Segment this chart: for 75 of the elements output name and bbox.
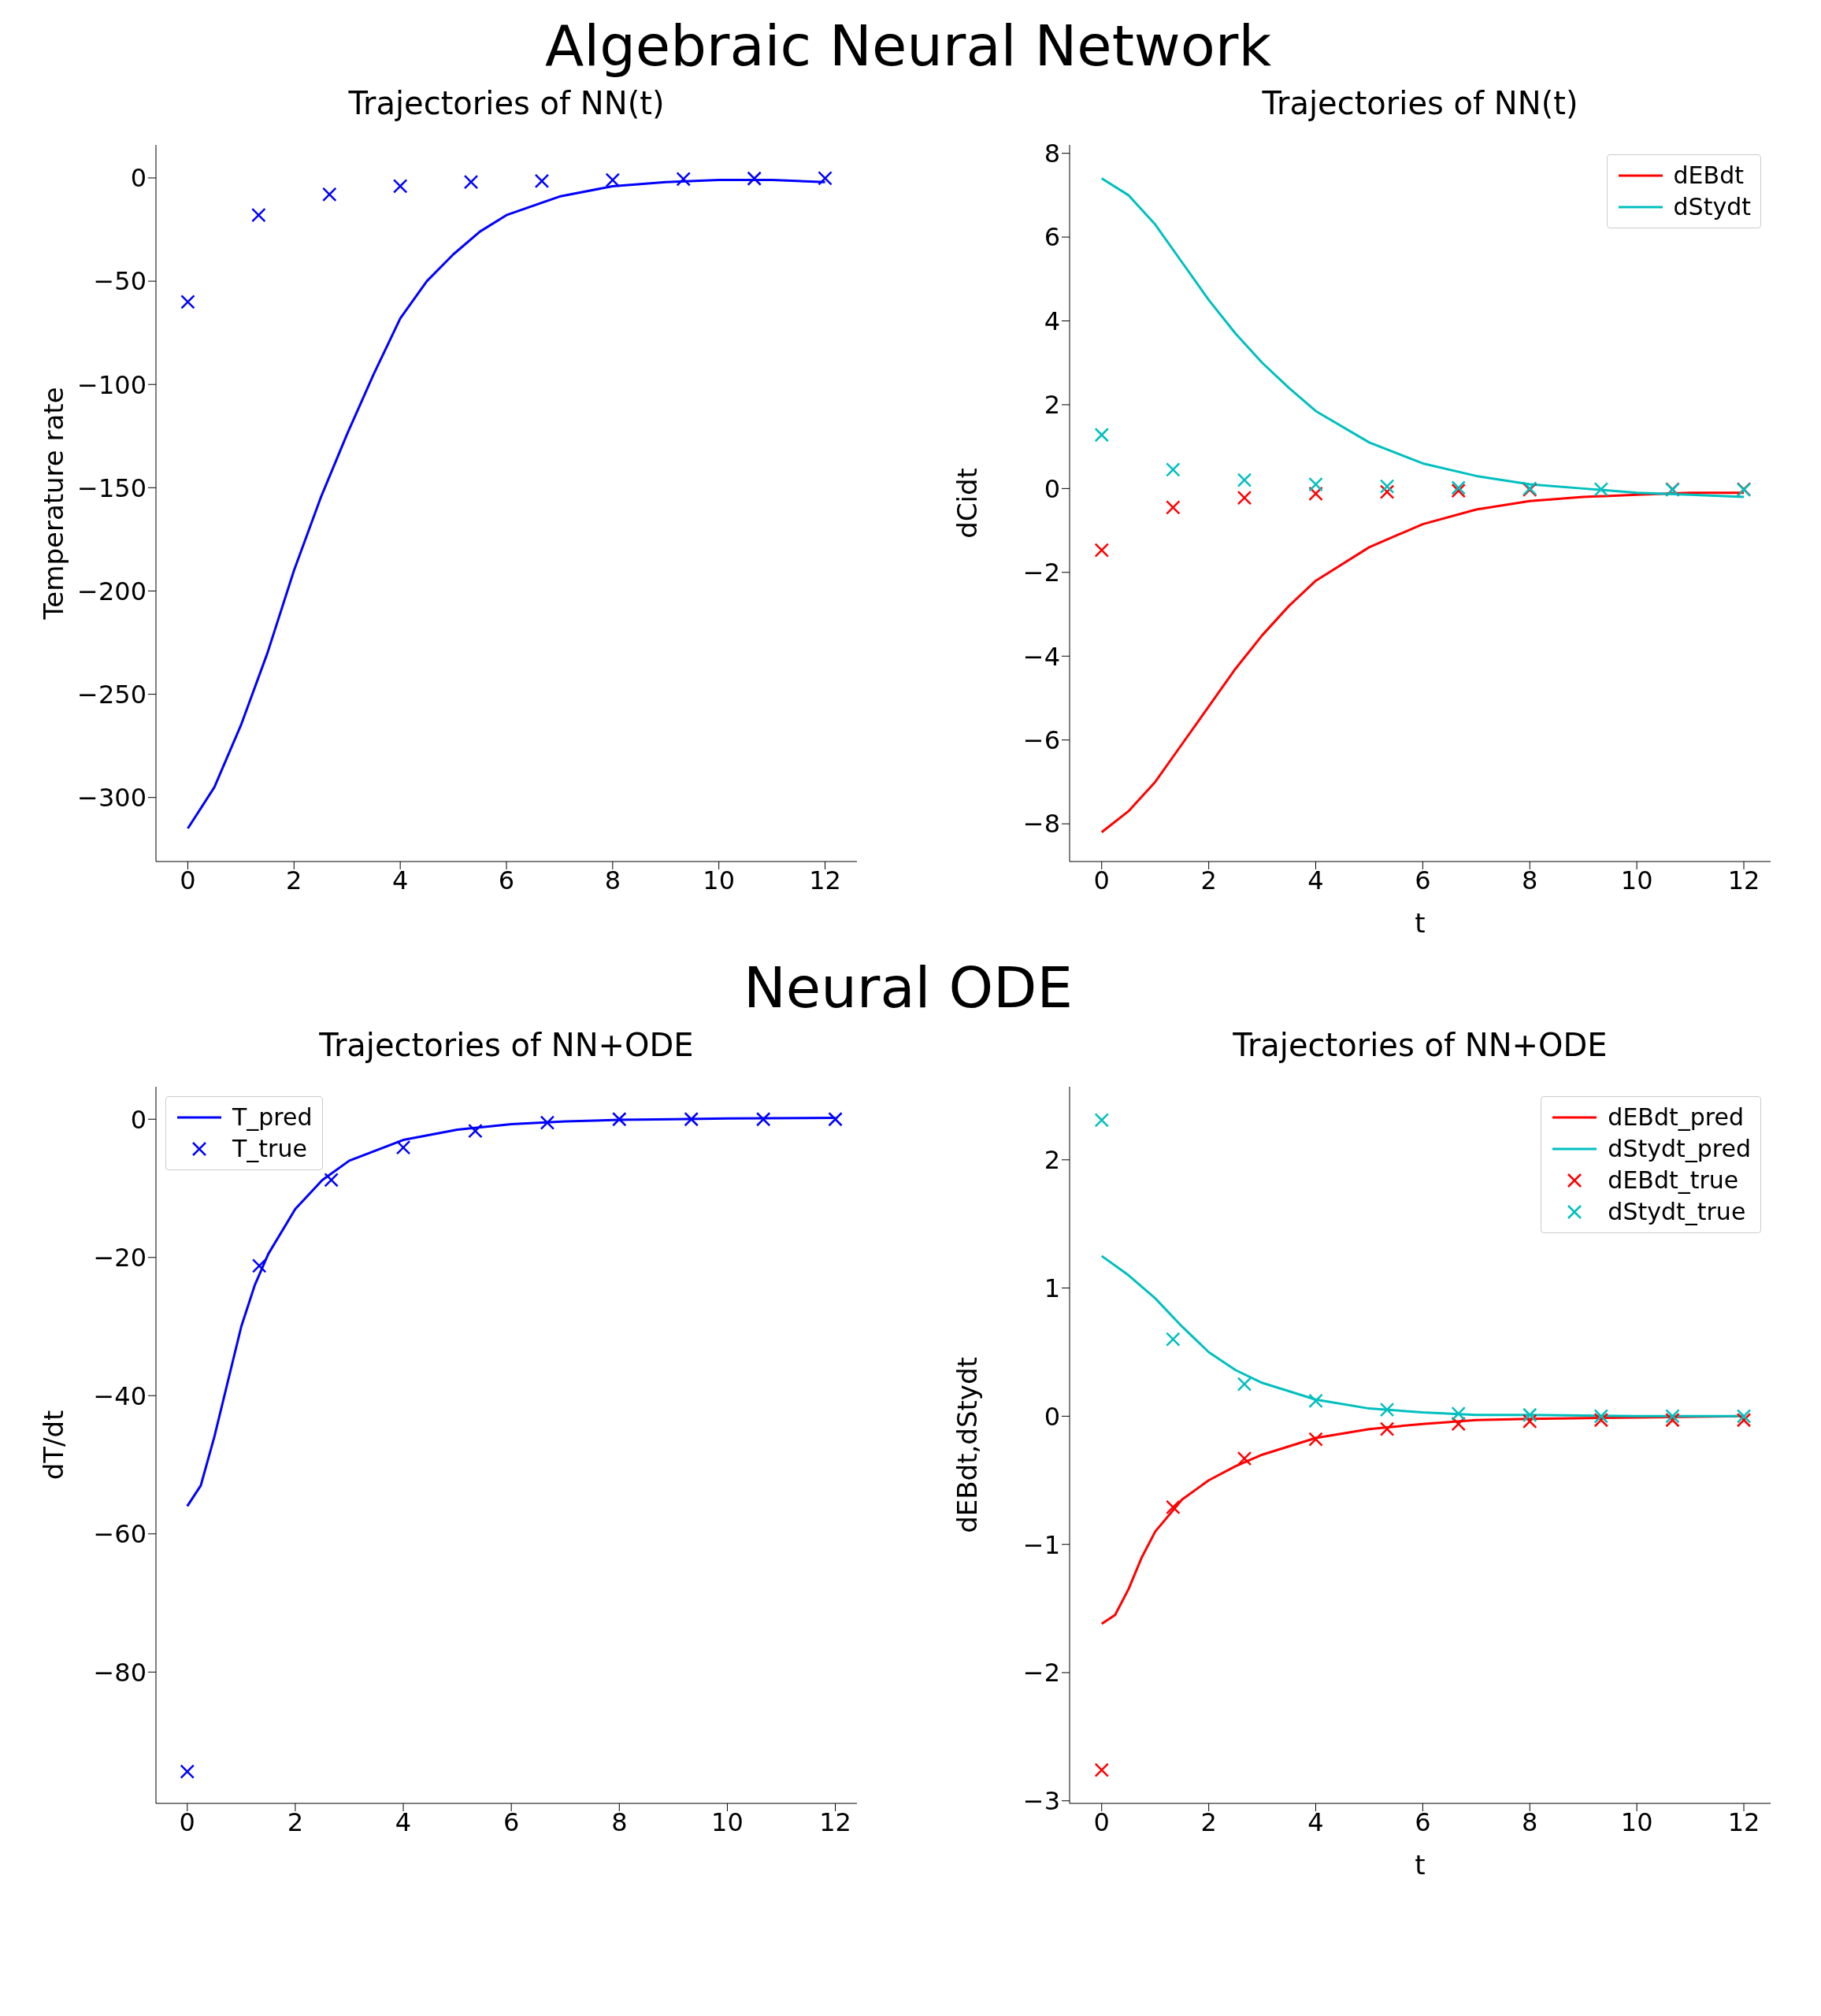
y-tick-label: −250 — [77, 679, 146, 710]
x-tick-label: 4 — [395, 1807, 412, 1837]
x-tick-label: 8 — [1522, 865, 1538, 895]
x-tick-label: 6 — [1415, 1807, 1431, 1837]
x-tick-label: 2 — [286, 865, 302, 895]
y-tick-label: −20 — [93, 1243, 146, 1273]
y-tick-label: 4 — [1044, 306, 1060, 336]
x-axis-title: t — [1415, 1849, 1426, 1881]
y-axis-title: dEBdt,dStydt — [951, 1357, 984, 1533]
text: Neural ODE — [743, 954, 1073, 1021]
y-tick-label: −4 — [1022, 641, 1060, 672]
legend-label: T_true — [232, 1134, 307, 1164]
x-tick-label: 0 — [180, 865, 196, 895]
y-tick-label: −2 — [1022, 558, 1060, 588]
x-tick-label: 12 — [809, 865, 841, 895]
x-tick-label: 10 — [1620, 1807, 1653, 1837]
y-tick-label: 2 — [1044, 1145, 1060, 1176]
y-tick-label: 6 — [1044, 222, 1060, 253]
x-tick-label: 4 — [391, 865, 409, 895]
text: Algebraic Neural Network — [544, 13, 1272, 79]
legend-label: T_pred — [232, 1102, 313, 1132]
x-tick-label: 0 — [1093, 865, 1110, 895]
y-tick-label: 0 — [1044, 473, 1060, 504]
legend-label: dStydt — [1673, 192, 1751, 222]
chart-title: Trajectories of NN+ODE — [1232, 1027, 1608, 1065]
y-tick-label: −6 — [1022, 725, 1060, 756]
x-tick-label: 6 — [1415, 865, 1431, 895]
y-tick-label: −3 — [1022, 1786, 1060, 1817]
y-tick-label: −60 — [93, 1519, 146, 1550]
y-tick-label: −8 — [1022, 809, 1060, 839]
y-axis-title: dCidt — [951, 468, 984, 539]
x-tick-label: 6 — [503, 1807, 520, 1837]
x-tick-label: 4 — [1307, 865, 1324, 895]
x-tick-label: 12 — [1727, 865, 1760, 895]
y-axis-title: Temperature rate — [38, 387, 70, 621]
x-tick-label: 0 — [1093, 1807, 1110, 1837]
y-tick-label: 1 — [1044, 1273, 1060, 1303]
y-tick-label: −1 — [1022, 1529, 1060, 1560]
x-tick-label: 8 — [611, 1807, 628, 1837]
y-tick-label: −80 — [93, 1657, 146, 1688]
x-tick-label: 8 — [1522, 1807, 1538, 1837]
x-axis-title: t — [1415, 907, 1426, 939]
x-tick-label: 10 — [703, 865, 736, 895]
legend-label: dStydt_pred — [1608, 1134, 1751, 1164]
legend-label: dEBdt — [1673, 161, 1744, 191]
y-tick-label: 0 — [130, 1104, 146, 1135]
y-tick-label: −50 — [93, 266, 146, 297]
y-tick-label: −2 — [1022, 1658, 1060, 1688]
legend-label: dEBdt_true — [1608, 1166, 1739, 1195]
x-tick-label: 10 — [1620, 865, 1653, 895]
legend-label: dEBdt_pred — [1608, 1102, 1744, 1132]
chart-title: Trajectories of NN(t) — [347, 85, 666, 123]
y-tick-label: 0 — [130, 163, 146, 194]
x-tick-label: 0 — [179, 1807, 195, 1837]
x-tick-label: 6 — [498, 865, 515, 895]
x-tick-label: 8 — [604, 865, 621, 895]
y-tick-label: 8 — [1044, 139, 1060, 169]
y-tick-label: −40 — [93, 1380, 146, 1411]
x-tick-label: 4 — [1307, 1807, 1324, 1837]
legend-label: dStydt_true — [1608, 1197, 1746, 1227]
x-tick-label: 10 — [711, 1807, 744, 1837]
chart-title: Trajectories of NN+ODE — [318, 1027, 695, 1065]
x-tick-label: 2 — [287, 1807, 304, 1837]
y-tick-label: 2 — [1044, 390, 1060, 421]
x-tick-label: 2 — [1200, 1807, 1217, 1837]
x-tick-label: 12 — [819, 1807, 851, 1837]
chart-title: Trajectories of NN(t) — [1261, 85, 1579, 123]
x-tick-label: 2 — [1200, 865, 1217, 895]
y-tick-label: −150 — [77, 472, 146, 503]
y-tick-label: 0 — [1044, 1401, 1060, 1432]
y-axis-title: dT/dt — [38, 1410, 70, 1480]
y-tick-label: −200 — [77, 576, 146, 606]
y-tick-label: −300 — [77, 783, 146, 813]
x-tick-label: 12 — [1727, 1807, 1760, 1837]
y-tick-label: −100 — [77, 369, 146, 400]
